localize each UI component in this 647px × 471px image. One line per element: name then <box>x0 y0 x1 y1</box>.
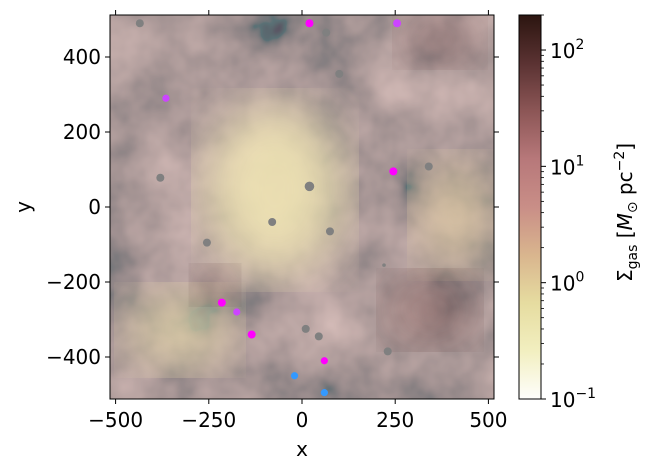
x-tick-label: −500 <box>88 408 143 432</box>
scatter-point <box>268 218 277 226</box>
x-tick-label: 0 <box>296 408 309 432</box>
y-axis: 400 200 0 −200 −400 <box>46 45 499 369</box>
scatter-point <box>382 263 386 267</box>
scatter-point <box>233 308 241 316</box>
scatter-point <box>393 19 402 28</box>
colorbar-tick-label: 10−1 <box>550 386 596 412</box>
scatter-point <box>217 298 226 307</box>
y-tick-label: 400 <box>63 45 101 69</box>
density-map <box>110 15 494 399</box>
scatter-point <box>335 69 344 78</box>
scatter-point <box>247 330 256 339</box>
scatter-point <box>383 347 392 356</box>
y-tick-label: 200 <box>63 120 101 144</box>
colorbar <box>518 14 542 400</box>
scatter-point <box>135 19 144 28</box>
x-axis: −500 −250 0 250 500 <box>88 10 508 432</box>
scatter-point <box>320 357 328 365</box>
y-axis-label: y <box>11 201 35 213</box>
x-axis-label: x <box>296 437 308 461</box>
scatter-point <box>314 332 323 341</box>
colorbar-tick-label: 102 <box>550 37 584 63</box>
scatter-point <box>424 162 433 171</box>
scatter-point <box>305 19 314 28</box>
x-tick-label: 500 <box>469 408 507 432</box>
y-tick-label: −400 <box>46 345 101 369</box>
scatter-points <box>135 19 433 397</box>
scatter-point <box>156 173 165 182</box>
scatter-point <box>322 28 331 37</box>
scatter-point <box>290 372 299 380</box>
y-tick-label: −200 <box>46 270 101 294</box>
scatter-point <box>301 324 310 333</box>
scatter-point <box>320 389 328 397</box>
scatter-point <box>162 94 170 102</box>
colorbar-tick-label: 100 <box>550 270 584 296</box>
y-tick-label: 0 <box>88 195 101 219</box>
scatter-point <box>304 181 315 192</box>
scatter-point <box>389 167 398 176</box>
scatter-point <box>325 227 334 236</box>
x-tick-label: −250 <box>181 408 236 432</box>
colorbar-ticks: 10−1 100 101 102 <box>541 14 596 412</box>
colorbar-label: Σgas [M⊙ pc−2] <box>612 143 641 282</box>
colorbar-tick-label: 101 <box>550 153 584 179</box>
scatter-point <box>202 238 211 247</box>
x-tick-label: 250 <box>376 408 414 432</box>
